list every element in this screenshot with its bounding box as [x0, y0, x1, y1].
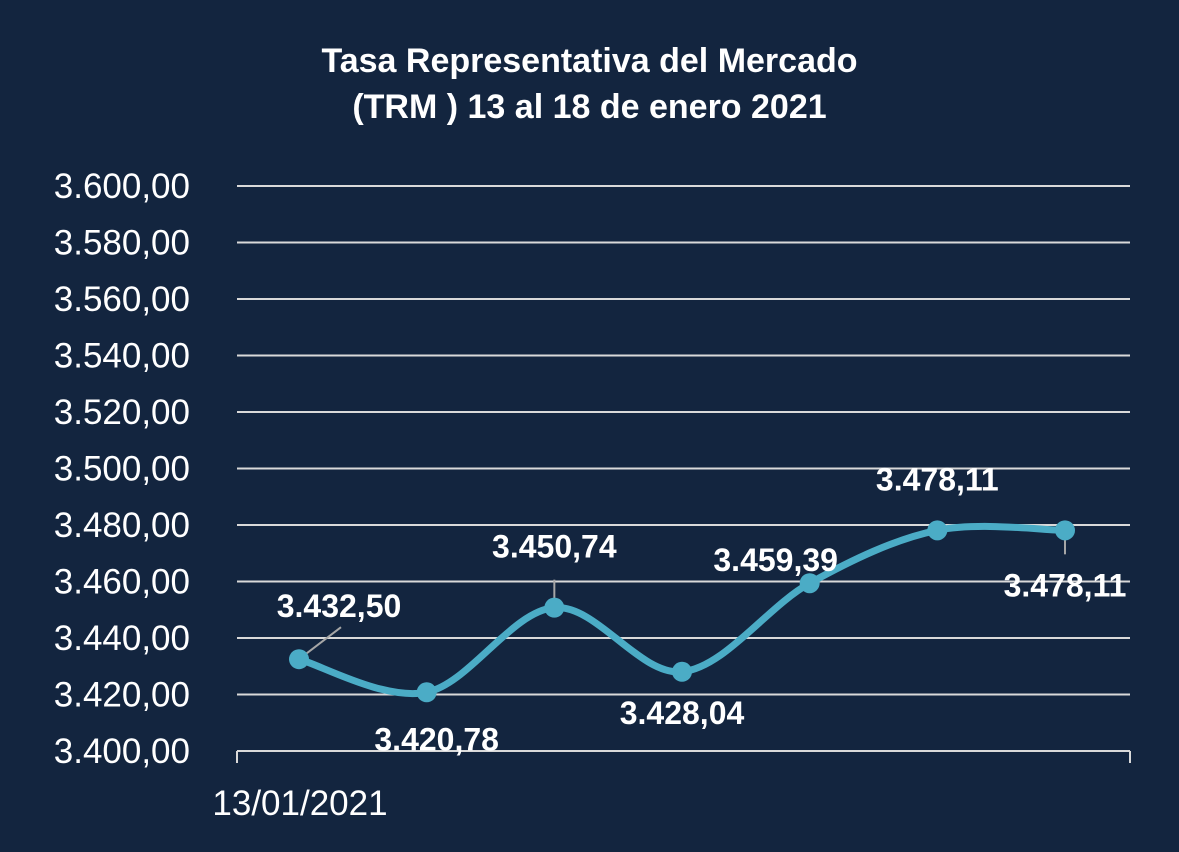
data-label: 3.432,50	[277, 588, 402, 624]
chart-title-line-1: Tasa Representativa del Mercado	[321, 42, 858, 80]
chart-title-line-2: (TRM ) 13 al 18 de enero 2021	[352, 88, 827, 126]
y-tick-label: 3.580,00	[54, 224, 190, 263]
y-tick-label: 3.560,00	[54, 280, 190, 319]
data-point	[672, 661, 692, 682]
data-label: 3.428,04	[620, 695, 745, 731]
data-point	[416, 682, 437, 703]
y-tick-label: 3.400,00	[54, 732, 190, 771]
y-tick-label: 3.540,00	[54, 337, 190, 376]
y-tick-label: 3.500,00	[54, 450, 190, 489]
data-point	[799, 573, 820, 594]
y-tick-label: 3.480,00	[54, 506, 190, 545]
data-label: 3.420,78	[374, 721, 499, 757]
data-point	[1055, 520, 1075, 541]
data-label: 3.478,11	[876, 461, 999, 497]
data-label: 3.450,74	[492, 529, 617, 565]
y-tick-label: 3.440,00	[54, 619, 190, 658]
x-tick-label: 13/01/2021	[212, 784, 387, 823]
data-label: 3.478,11	[1004, 567, 1127, 603]
data-point	[544, 597, 565, 618]
y-tick-label: 3.600,00	[54, 167, 190, 206]
y-tick-label: 3.520,00	[54, 393, 190, 432]
y-tick-label: 3.420,00	[54, 676, 190, 715]
data-point	[289, 649, 309, 670]
y-tick-label: 3.460,00	[54, 563, 190, 602]
data-point	[927, 520, 948, 541]
data-label: 3.459,39	[713, 542, 838, 578]
